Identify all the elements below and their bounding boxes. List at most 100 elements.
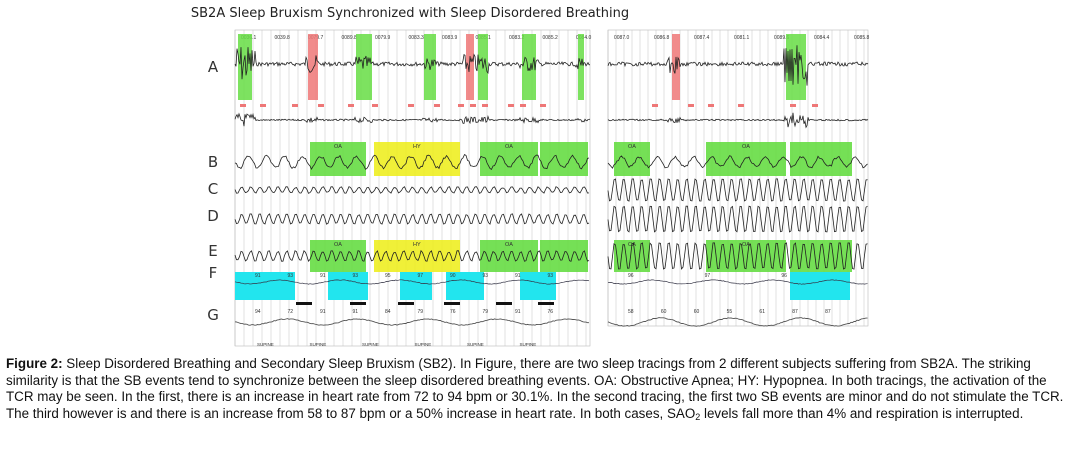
thoracic-effort-trace (607, 178, 868, 202)
event-label-b: OA (628, 144, 636, 150)
heart-rate-value: 93 (548, 273, 554, 279)
arousal-marker (408, 104, 414, 107)
arousal-marker (540, 104, 546, 107)
position-label: SUPINE (257, 342, 274, 347)
left-tracing-panel: 0036.10039.80079.70089.80079.90083.30083… (234, 29, 592, 347)
desaturation-event (235, 272, 295, 300)
time-tick-label: 0083.3 (409, 35, 425, 41)
sum-effort-trace (607, 242, 868, 270)
arousal-event-marker (466, 34, 474, 100)
emg-trace (234, 47, 591, 80)
spo2-value: 58 (628, 309, 634, 315)
position-trace (234, 318, 589, 326)
desaturation-event (790, 272, 850, 300)
event-label-e: OA (334, 242, 342, 248)
spo2-value: 55 (727, 309, 733, 315)
arousal-marker (318, 104, 324, 107)
caption-text-end: levels fall more than 4% and respiration… (700, 405, 1024, 421)
bruxism-tick-marker (398, 302, 414, 305)
arousal-marker (458, 104, 464, 107)
bruxism-event-marker (238, 34, 252, 100)
right-tracing-panel: 0087.0 0086.8 0087.4 0081.1 0089.6 0084.4 0085… (607, 29, 870, 327)
desaturation-event (446, 272, 484, 300)
thoracic-effort-trace (234, 186, 590, 194)
spo2-value: 79 (418, 309, 424, 315)
bruxism-tick-marker (538, 302, 554, 305)
apnea-event (614, 142, 650, 176)
caption-subscript: 2 (695, 411, 701, 422)
airflow-trace (607, 155, 868, 169)
position-label: SUPINE (467, 342, 484, 347)
arousal-marker (434, 104, 440, 107)
arousal-marker (260, 104, 266, 107)
hypopnea-event (374, 142, 460, 176)
panel-frame (234, 29, 591, 347)
time-tick-label: 0085.8 (854, 35, 870, 41)
time-tick-label: 0087.0 (614, 35, 630, 41)
time-tick-label: 0083.2 (509, 35, 525, 41)
time-tick-label: 0084.4 (814, 35, 830, 41)
emg-trace-2 (234, 112, 591, 127)
spo2-value: 91 (515, 309, 521, 315)
spo2-trace (607, 279, 868, 285)
arousal-marker (240, 104, 246, 107)
arousal-marker (688, 104, 694, 107)
row-label-f: F (208, 264, 218, 282)
desaturation-event (328, 272, 368, 300)
spo2-value: 91 (353, 309, 359, 315)
heart-rate-value: 96 (781, 273, 787, 279)
time-tick-label: 0039.8 (275, 35, 291, 41)
spo2-value: 91 (320, 309, 326, 315)
event-label-b: OA (742, 144, 750, 150)
position-label: SUPINE (415, 342, 432, 347)
bruxism-event-marker (424, 34, 436, 100)
arousal-marker (470, 104, 476, 107)
event-label-b: OA (505, 144, 513, 150)
time-tick-label: 0081.1 (734, 35, 750, 41)
spo2-trace (234, 279, 590, 285)
emg-trace (607, 45, 869, 86)
bruxism-event-marker (786, 34, 806, 100)
time-tick-label: 0086.8 (654, 35, 670, 41)
heart-rate-value: 90 (450, 273, 456, 279)
spo2-value: 87 (792, 309, 798, 315)
abdominal-effort-trace (607, 205, 868, 233)
hypopnea-event (374, 240, 460, 272)
row-label-g: G (207, 306, 219, 324)
time-tick-label: 0089.8 (342, 35, 358, 41)
apnea-event (310, 142, 366, 176)
arousal-marker (348, 104, 354, 107)
sum-effort-trace (234, 249, 590, 263)
bruxism-event-marker (578, 34, 584, 100)
event-label-e: OA (742, 242, 750, 248)
heart-rate-value: 93 (483, 273, 489, 279)
spo2-value: 84 (385, 309, 391, 315)
figure-caption: Figure 2: Sleep Disordered Breathing and… (6, 356, 1072, 422)
spo2-value: 87 (825, 309, 831, 315)
event-label-b: OA (334, 144, 342, 150)
spo2-value: 72 (288, 309, 294, 315)
time-tick-label: 0085.2 (543, 35, 559, 41)
arousal-marker (292, 104, 298, 107)
spo2-value: 61 (759, 309, 765, 315)
arousal-marker (372, 104, 378, 107)
position-label: SUPINE (310, 342, 327, 347)
heart-rate-value: 91 (255, 273, 261, 279)
apnea-event (706, 142, 786, 176)
caption-text: Sleep Disordered Breathing and Secondary… (6, 356, 1064, 421)
row-label-d: D (207, 207, 219, 225)
row-label-b: B (207, 153, 219, 171)
heart-rate-value: 93 (353, 273, 359, 279)
heart-rate-value: 96 (628, 273, 634, 279)
caption-label: Figure 2: (6, 356, 63, 371)
arousal-marker (652, 104, 658, 107)
figure-title: SB2A Sleep Bruxism Synchronized with Sle… (190, 6, 630, 21)
event-label-e: HY (413, 242, 421, 248)
bruxism-tick-marker (444, 302, 460, 305)
desaturation-event (520, 272, 556, 300)
heart-rate-value: 95 (385, 273, 391, 279)
apnea-event (480, 142, 538, 176)
position-trace (607, 317, 868, 327)
time-tick-label: 0079.9 (375, 35, 391, 41)
apnea-event (540, 142, 588, 176)
